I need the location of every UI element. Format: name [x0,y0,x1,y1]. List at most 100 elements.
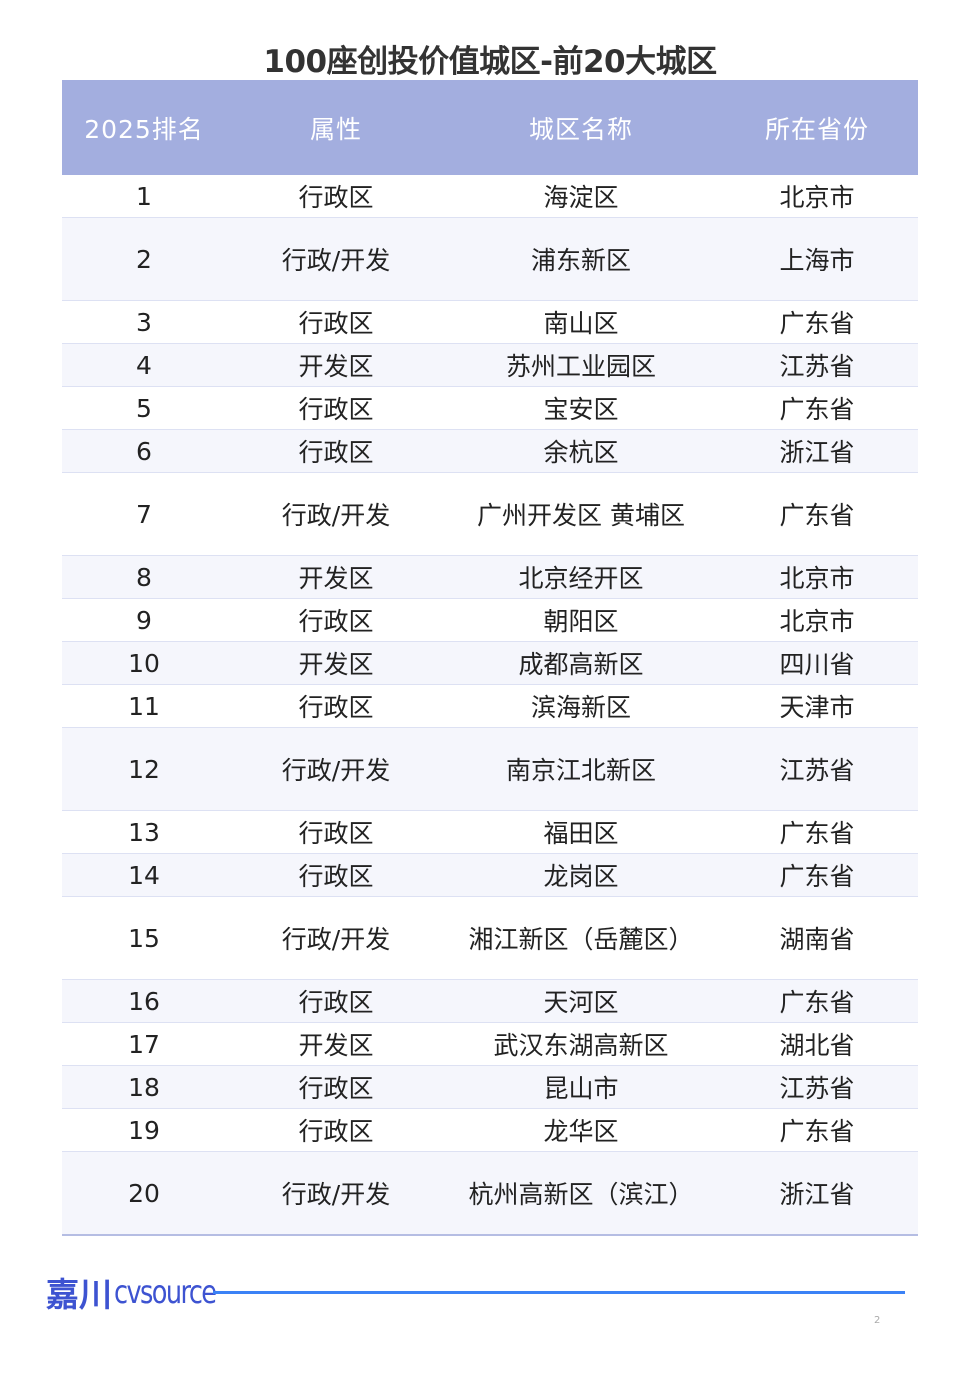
cell-name: 南京江北新区 [446,727,716,811]
table-row: 5 行政区 宝安区 广东省 [62,386,918,430]
cell-type: 行政区 [226,979,446,1023]
table-row: 2 行政/开发 浦东新区 上海市 [62,217,918,301]
cell-rank: 6 [62,429,226,473]
table-row: 19 行政区 龙华区 广东省 [62,1108,918,1152]
cell-type: 行政区 [226,1108,446,1152]
cell-type: 行政区 [226,1065,446,1109]
table-row: 8 开发区 北京经开区 北京市 [62,555,918,599]
cell-rank: 7 [62,472,226,556]
header-type: 属性 [226,80,446,175]
cell-type: 行政/开发 [226,472,446,556]
cell-type: 行政区 [226,386,446,430]
cell-name: 南山区 [446,300,716,344]
cell-rank: 1 [62,175,226,218]
logo-cn: 嘉川 [46,1275,112,1314]
cell-name: 成都高新区 [446,641,716,685]
cell-type: 行政/开发 [226,896,446,980]
cell-province: 浙江省 [716,429,918,473]
cell-type: 行政区 [226,598,446,642]
table-row: 1 行政区 海淀区 北京市 [62,175,918,218]
cell-type: 行政区 [226,810,446,854]
cell-name: 湘江新区（岳麓区） [446,896,716,980]
cell-name: 北京经开区 [446,555,716,599]
cell-rank: 2 [62,217,226,301]
cell-type: 开发区 [226,1022,446,1066]
cvsource-logo: 嘉川 cvsource [44,1268,241,1316]
table-row: 4 开发区 苏州工业园区 江苏省 [62,343,918,387]
cell-province: 广东省 [716,386,918,430]
cell-rank: 18 [62,1065,226,1109]
cell-rank: 8 [62,555,226,599]
cell-province: 江苏省 [716,727,918,811]
table-row: 10 开发区 成都高新区 四川省 [62,641,918,685]
page-number: 2 [874,1315,881,1326]
cell-type: 行政/开发 [226,217,446,301]
cell-rank: 15 [62,896,226,980]
cell-name: 苏州工业园区 [446,343,716,387]
table-row: 12 行政/开发 南京江北新区 江苏省 [62,727,918,811]
cell-type: 行政/开发 [226,1151,446,1236]
table-row: 13 行政区 福田区 广东省 [62,810,918,854]
cell-province: 上海市 [716,217,918,301]
cell-type: 行政区 [226,684,446,728]
cell-rank: 19 [62,1108,226,1152]
cell-name: 余杭区 [446,429,716,473]
cell-province: 广东省 [716,300,918,344]
cell-name: 宝安区 [446,386,716,430]
table-row: 9 行政区 朝阳区 北京市 [62,598,918,642]
cell-name: 龙岗区 [446,853,716,897]
cell-rank: 12 [62,727,226,811]
cell-type: 开发区 [226,555,446,599]
cell-rank: 9 [62,598,226,642]
cell-name: 朝阳区 [446,598,716,642]
page-title: 100座创投价值城区-前20大城区 [263,44,717,80]
table-row: 20 行政/开发 杭州高新区（滨江） 浙江省 [62,1151,918,1236]
cell-type: 开发区 [226,343,446,387]
cell-province: 北京市 [716,175,918,218]
table-row: 6 行政区 余杭区 浙江省 [62,429,918,473]
cell-province: 湖南省 [716,896,918,980]
cell-rank: 4 [62,343,226,387]
cell-type: 行政区 [226,300,446,344]
cell-rank: 20 [62,1151,226,1236]
cell-province: 北京市 [716,598,918,642]
cell-name: 广州开发区 黄埔区 [446,472,716,556]
cell-rank: 11 [62,684,226,728]
table-row: 16 行政区 天河区 广东省 [62,979,918,1023]
table-header: 2025排名 属性 城区名称 所在省份 [62,80,918,175]
cell-province: 江苏省 [716,343,918,387]
cell-province: 广东省 [716,810,918,854]
cell-type: 行政区 [226,853,446,897]
logo-en: cvsource [114,1273,217,1311]
cell-province: 四川省 [716,641,918,685]
table-row: 7 行政/开发 广州开发区 黄埔区 广东省 [62,472,918,556]
cell-type: 行政区 [226,175,446,218]
table-row: 11 行政区 滨海新区 天津市 [62,684,918,728]
cell-province: 广东省 [716,472,918,556]
table-row: 3 行政区 南山区 广东省 [62,300,918,344]
header-province: 所在省份 [716,80,918,175]
cell-rank: 14 [62,853,226,897]
cell-type: 行政/开发 [226,727,446,811]
cell-rank: 16 [62,979,226,1023]
ranking-table: 2025排名 属性 城区名称 所在省份 1 行政区 海淀区 北京市 2 行政/开发 浦东新区… [62,80,918,1236]
cell-province: 天津市 [716,684,918,728]
cell-rank: 17 [62,1022,226,1066]
table-row: 18 行政区 昆山市 江苏省 [62,1065,918,1109]
cell-province: 北京市 [716,555,918,599]
cell-name: 滨海新区 [446,684,716,728]
cell-name: 龙华区 [446,1108,716,1152]
cell-type: 开发区 [226,641,446,685]
cell-name: 昆山市 [446,1065,716,1109]
cell-type: 行政区 [226,429,446,473]
cell-name: 天河区 [446,979,716,1023]
cell-rank: 5 [62,386,226,430]
header-name: 城区名称 [446,80,716,175]
cell-name: 海淀区 [446,175,716,218]
footer-divider [213,1291,905,1294]
header-rank: 2025排名 [62,80,226,175]
cell-province: 广东省 [716,853,918,897]
table-row: 15 行政/开发 湘江新区（岳麓区） 湖南省 [62,896,918,980]
cell-province: 广东省 [716,979,918,1023]
cell-name: 武汉东湖高新区 [446,1022,716,1066]
